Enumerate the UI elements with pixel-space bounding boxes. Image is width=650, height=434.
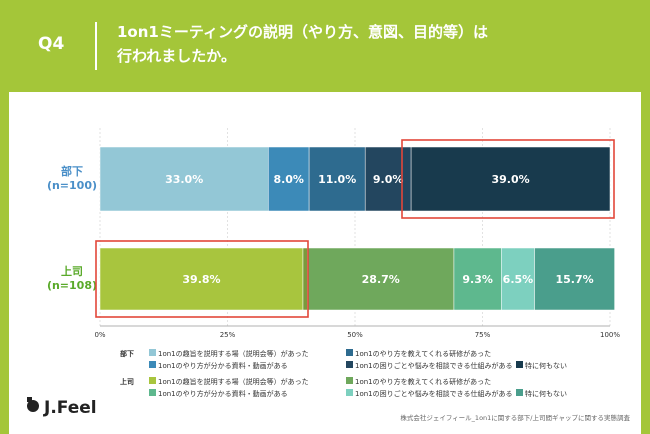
legend-group-label: 部下 [120,349,134,358]
legend-label: 1on1のやり方が分かる資料・動画がある [158,389,288,398]
legend-swatch [346,349,353,356]
bar-segment [99,146,269,212]
bar-segment [268,146,310,212]
question-title-line2: 行われましたか。 [117,47,236,65]
question-title: 1on1ミーティングの説明（やり方、意図、目的等）は 行われましたか。 [117,20,617,68]
data-label: 39.8% [182,273,220,286]
legend-label: 1on1の趣旨を説明する場（説明会等）があった [158,377,309,386]
header-divider [95,22,97,70]
bar-segment [302,247,308,311]
legend-label: 特に何もない [525,389,567,398]
data-label: 6.5% [503,273,534,286]
x-tick-label: 50% [347,331,363,339]
category-n-label: (n=100) [47,179,97,192]
category-n-label: (n=108) [47,279,97,292]
legend-label: 1on1のやり方を教えてくれる研修があった [355,377,491,386]
brand-logo-mark [27,397,32,402]
legend-swatch [346,389,353,396]
legend-label: 特に何もない [525,361,567,370]
data-label: 28.7% [362,273,400,286]
data-label: 15.7% [555,273,593,286]
data-label: 39.0% [491,173,529,186]
bar-segment [307,247,455,311]
bar-segment [308,146,366,212]
legend-label: 1on1のやり方が分かる資料・動画がある [158,361,288,370]
x-tick-label: 25% [220,331,236,339]
bar-segment [453,247,502,311]
question-number: Q4 [38,34,65,54]
bar-segment [364,146,412,212]
legend-label: 1on1の趣旨を説明する場（説明会等）があった [158,349,309,358]
source-note: 株式会社ジェイフィール_1on1に関する部下/上司間ギャップに関する実態調査 [400,413,630,422]
highlight-box [401,139,615,219]
bar-segment [501,247,535,311]
legend-swatch [516,361,523,368]
category-label: 上司 [61,264,83,278]
legend-label: 1on1の困りごとや悩みを相談できる仕組みがある [355,389,513,398]
data-label: 9.3% [462,273,493,286]
data-label: 11.0% [318,173,356,186]
legend-swatch [149,361,156,368]
question-title-line1: 1on1ミーティングの説明（やり方、意図、目的等）は [117,23,488,41]
highlight-box [95,240,309,318]
data-label: 8.0% [273,173,304,186]
category-label: 部下 [61,164,83,178]
data-label: 33.0% [165,173,203,186]
legend-swatch [149,389,156,396]
legend-label: 1on1の困りごとや悩みを相談できる仕組みがある [355,361,513,370]
data-label: 9.0% [373,173,404,186]
legend-swatch [149,349,156,356]
x-tick-label: 75% [475,331,491,339]
question-header: Q4 1on1ミーティングの説明（やり方、意図、目的等）は 行われましたか。 [0,0,650,92]
x-tick-label: 0% [94,331,105,339]
legend-label: 1on1のやり方を教えてくれる研修があった [355,349,491,358]
legend-group-label: 上司 [120,377,134,386]
legend-swatch [516,389,523,396]
brand-name: J.Feel [43,398,97,418]
legend-swatch [346,361,353,368]
bar-segment [534,247,615,311]
legend-swatch [149,377,156,384]
x-tick-label: 100% [600,331,620,339]
brand-logo-icon [27,400,39,412]
bar-segment [410,146,611,212]
legend-swatch [346,377,353,384]
